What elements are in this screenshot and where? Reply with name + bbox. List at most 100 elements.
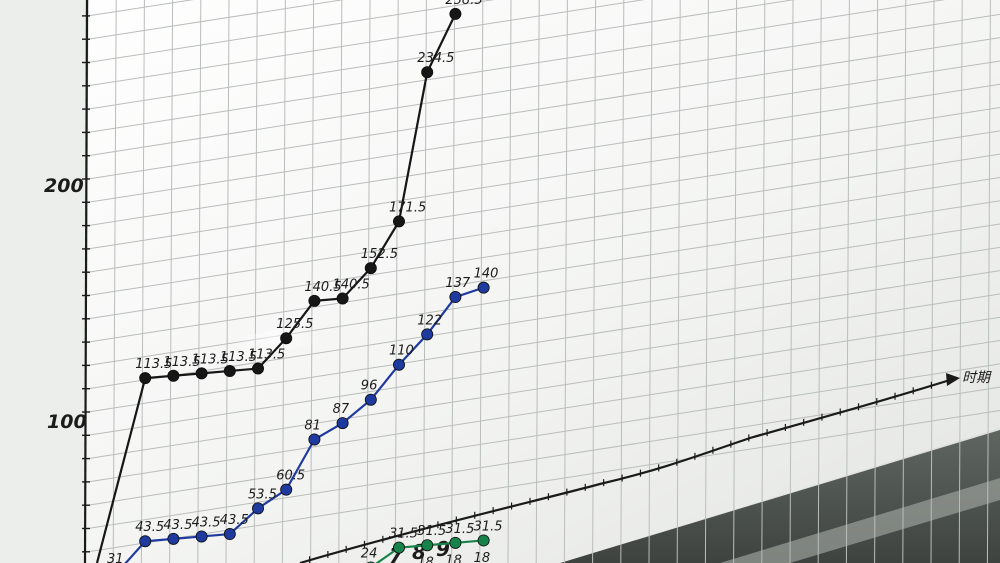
data-point	[477, 534, 490, 547]
data-label: 81	[304, 418, 321, 433]
data-label: 43.5	[163, 518, 192, 533]
data-label: 140.5	[333, 277, 370, 292]
grid-line-vertical	[986, 0, 991, 563]
grid-line-horizontal	[87, 0, 645, 87]
data-point	[280, 483, 293, 496]
paper-margin	[0, 0, 86, 563]
data-point	[167, 532, 180, 545]
grid-line-vertical	[451, 0, 456, 563]
data-label: 31.5	[474, 519, 503, 534]
data-point	[449, 291, 462, 304]
data-label: 113.5	[248, 348, 285, 363]
grid-line-horizontal	[87, 246, 1000, 390]
data-point	[308, 294, 321, 307]
data-point	[139, 535, 152, 548]
grid-line-vertical	[366, 0, 371, 563]
data-label: 122	[417, 313, 442, 328]
grid-line-horizontal	[87, 107, 1000, 250]
grid-line-vertical	[225, 0, 230, 563]
grid-line-horizontal	[87, 130, 1000, 273]
grid-line-horizontal	[87, 200, 1000, 343]
data-point	[195, 530, 208, 543]
grid-line-horizontal	[87, 83, 1000, 227]
x-axis-ticks	[309, 381, 933, 563]
grid-line-vertical	[563, 0, 568, 563]
data-label: 53.5	[248, 487, 277, 502]
y-axis-line	[83, 0, 89, 563]
grid-line-vertical	[422, 0, 427, 563]
series-2: 3122431.531.531.531.5	[361, 519, 503, 563]
data-label: 113.5	[220, 350, 257, 365]
axes	[83, 0, 951, 563]
grid-line-vertical	[140, 0, 145, 563]
grid-line-vertical	[592, 0, 597, 563]
y-tick-label-200: 200	[44, 175, 84, 197]
data-point	[449, 7, 462, 20]
data-label: 234.5	[417, 51, 454, 66]
data-label: 18	[474, 551, 491, 563]
grid-line-horizontal	[87, 316, 1000, 460]
data-label: 31.5	[417, 524, 446, 539]
grid-line-horizontal	[87, 363, 1000, 506]
grid-line-vertical	[902, 0, 907, 563]
data-label: 113.5	[135, 357, 172, 372]
data-point	[223, 528, 236, 541]
grid-line-horizontal	[87, 37, 1000, 180]
data-label: 96	[361, 379, 378, 394]
grid-line-horizontal	[87, 0, 946, 133]
data-label: 137	[445, 276, 471, 291]
grid-lines	[84, 0, 1000, 563]
data-label: 60.5	[276, 469, 305, 484]
data-point	[421, 539, 434, 552]
data-label: 152.5	[361, 247, 398, 262]
data-point	[223, 364, 236, 377]
x-axis-line	[299, 378, 951, 563]
grid-line-horizontal	[87, 0, 796, 110]
grid-line-vertical	[817, 0, 822, 563]
data-label: 171.5	[389, 200, 426, 215]
y-axis-ticks	[82, 15, 90, 553]
grid-line-vertical	[874, 0, 879, 563]
grid-line-vertical	[338, 0, 343, 563]
data-point	[421, 328, 434, 341]
grid-line-horizontal	[87, 270, 1000, 413]
grid-line-horizontal	[87, 340, 1000, 483]
grid-line-vertical	[761, 0, 766, 563]
data-point	[421, 66, 434, 79]
data-label: 43.5	[192, 515, 221, 530]
data-point	[251, 502, 264, 515]
data-point	[392, 358, 405, 371]
data-label: 43.5	[135, 520, 164, 535]
data-label: 140	[474, 267, 499, 282]
series-layer: 113.5113.5113.5113.5113.5125.5140.5140.5…	[95, 0, 503, 563]
grid-line-vertical	[648, 0, 653, 563]
grid-line-horizontal	[87, 13, 1000, 157]
data-label: 258.5	[445, 0, 482, 8]
grid-line-vertical	[310, 0, 315, 563]
data-label: 113.5	[192, 352, 229, 367]
data-point	[477, 281, 490, 294]
data-label: 87	[333, 402, 350, 417]
grid-line-vertical	[535, 0, 540, 563]
grid-line-vertical	[704, 0, 709, 563]
data-label: 31.5	[445, 522, 474, 537]
data-point	[167, 369, 180, 382]
data-point	[449, 536, 462, 549]
x-axis-title: 时期	[962, 370, 992, 386]
data-point	[195, 367, 208, 380]
grid-line-horizontal	[87, 293, 1000, 436]
data-label: 113.5	[163, 355, 200, 370]
data-point	[280, 332, 293, 345]
data-point	[336, 292, 349, 305]
data-point	[392, 215, 405, 228]
grid-line-horizontal	[87, 409, 1000, 553]
grid-line-horizontal	[87, 0, 495, 63]
data-label: 18	[445, 553, 462, 563]
grid-line-vertical	[507, 0, 512, 563]
grid-line-vertical	[789, 0, 794, 563]
data-label: 31.5	[389, 527, 418, 542]
x-axis-arrow-icon	[946, 373, 960, 386]
grid-line-horizontal	[87, 153, 1000, 296]
